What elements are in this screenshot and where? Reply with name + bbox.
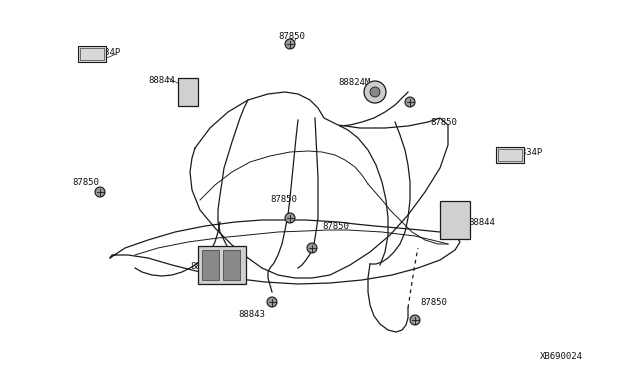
Bar <box>496 147 524 163</box>
Circle shape <box>95 187 105 197</box>
Bar <box>178 78 198 106</box>
Circle shape <box>307 243 317 253</box>
Bar <box>80 48 104 60</box>
Text: 87850: 87850 <box>322 222 349 231</box>
Text: 87834P: 87834P <box>88 48 120 57</box>
Text: 88844: 88844 <box>148 76 175 85</box>
Circle shape <box>285 39 295 49</box>
Bar <box>198 246 246 284</box>
Bar <box>498 149 522 161</box>
Text: 87850: 87850 <box>420 298 447 307</box>
Text: 87850: 87850 <box>278 32 305 41</box>
Text: 87834P: 87834P <box>510 148 542 157</box>
Bar <box>78 46 106 62</box>
Bar <box>223 250 240 280</box>
Circle shape <box>285 213 295 223</box>
Text: 88844: 88844 <box>468 218 495 227</box>
Circle shape <box>405 97 415 107</box>
Text: 87850: 87850 <box>72 178 99 187</box>
Circle shape <box>267 297 277 307</box>
Text: 88842: 88842 <box>190 262 217 271</box>
Circle shape <box>370 87 380 97</box>
Text: 87850: 87850 <box>430 118 457 127</box>
Circle shape <box>410 315 420 325</box>
Text: 88843: 88843 <box>238 310 265 319</box>
Text: 88824M: 88824M <box>338 78 371 87</box>
Bar <box>440 201 470 239</box>
Text: 87850: 87850 <box>270 195 297 204</box>
Text: XB690024: XB690024 <box>540 352 583 361</box>
Bar <box>202 250 219 280</box>
Circle shape <box>364 81 386 103</box>
